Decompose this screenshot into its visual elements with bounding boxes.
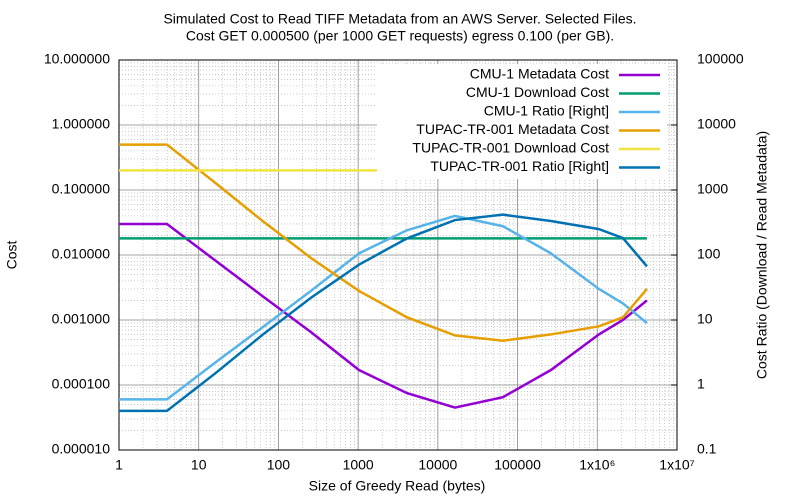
legend-label: CMU-1 Download Cost [466, 84, 609, 100]
x-tick-label: 10 [191, 457, 207, 473]
y2-tick-label: 1 [697, 376, 705, 392]
y2-tick-label: 10 [697, 311, 713, 327]
x-tick-label: 1000 [343, 457, 374, 473]
legend-label: TUPAC-TR-001 Metadata Cost [416, 121, 609, 137]
x-tick-label: 10000 [418, 457, 457, 473]
y-tick-label: 0.100000 [52, 181, 111, 197]
y-tick-label: 0.010000 [52, 246, 111, 262]
x-tick-label: 1 [115, 457, 123, 473]
chart-subtitle: Cost GET 0.000500 (per 1000 GET requests… [186, 28, 614, 44]
y-tick-label: 10.000000 [44, 51, 110, 67]
x-tick-label: 1x10⁶ [579, 457, 615, 473]
x-axis-label: Size of Greedy Read (bytes) [309, 478, 486, 494]
y-tick-label: 1.000000 [52, 116, 111, 132]
legend-label: TUPAC-TR-001 Download Cost [412, 140, 609, 156]
y2-tick-label: 0.1 [697, 441, 717, 457]
y-axis-label: Cost [4, 241, 20, 270]
series-line [119, 143, 648, 342]
chart-title: Simulated Cost to Read TIFF Metadata fro… [163, 11, 636, 27]
legend-label: TUPAC-TR-001 Ratio [Right] [430, 158, 609, 174]
plot-frame [118, 59, 678, 451]
y-tick-label: 0.001000 [52, 311, 111, 327]
legend-box [377, 64, 667, 179]
x-tick-label: 100 [267, 457, 291, 473]
series-line [119, 214, 648, 401]
series-line [119, 213, 648, 413]
x-tick-label: 1x10⁷ [659, 457, 694, 473]
y2-tick-label: 10000 [697, 116, 736, 132]
y2-axis-label: Cost Ratio (Download / Read Metadata) [754, 131, 770, 379]
legend-label: CMU-1 Ratio [Right] [484, 103, 609, 119]
legend-label: CMU-1 Metadata Cost [470, 66, 609, 82]
y2-tick-label: 1000 [697, 181, 728, 197]
y2-tick-label: 100 [697, 246, 721, 262]
y-tick-label: 0.000100 [52, 376, 111, 392]
series-line [119, 222, 648, 409]
x-tick-label: 100000 [494, 457, 541, 473]
y2-tick-label: 100000 [697, 51, 744, 67]
y-tick-label: 0.000010 [52, 441, 111, 457]
